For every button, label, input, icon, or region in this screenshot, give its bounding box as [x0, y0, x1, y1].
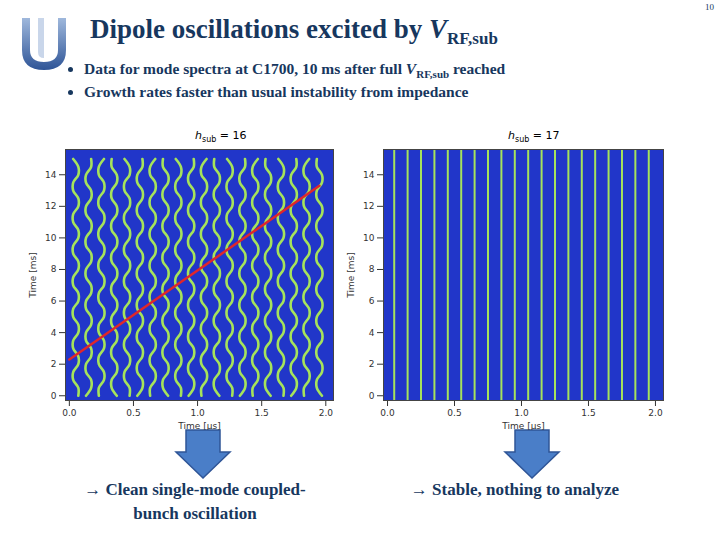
svg-text:0.5: 0.5 — [126, 408, 140, 418]
svg-text:12: 12 — [363, 201, 374, 211]
svg-text:0.0: 0.0 — [380, 408, 395, 418]
svg-text:6: 6 — [51, 296, 57, 306]
svg-text:1.5: 1.5 — [581, 408, 595, 418]
svg-text:0: 0 — [51, 391, 57, 401]
svg-text:2.0: 2.0 — [319, 408, 334, 418]
svg-text:Time [ms]: Time [ms] — [28, 252, 38, 298]
svg-text:10: 10 — [45, 233, 57, 243]
svg-text:12: 12 — [45, 201, 56, 211]
svg-text:4: 4 — [51, 327, 57, 337]
svg-text:2: 2 — [369, 359, 375, 369]
svg-text:8: 8 — [51, 264, 57, 274]
svg-text:1.5: 1.5 — [255, 408, 269, 418]
html-text:→ Stable, nothing to analyze: → Stable, nothing to analyze — [410, 480, 620, 499]
html-text:Data for mode spectra at C1700: Data for mode spectra at C1700, 10 ms af… — [84, 60, 506, 81]
html-text:Dipole oscillations excited by: Dipole oscillations excited by VRF,sub — [90, 14, 498, 49]
svg-text:Time [μs]: Time [μs] — [177, 421, 220, 431]
svg-text:0.0: 0.0 — [62, 408, 77, 418]
html-text:hsub= 16: hsub= 16 — [195, 129, 247, 145]
html-text:10: 10 — [705, 2, 714, 12]
svg-text:4: 4 — [369, 327, 375, 337]
svg-text:14: 14 — [45, 170, 57, 180]
html-text:hsub= 17: hsub= 17 — [508, 129, 560, 145]
svg-text:6: 6 — [369, 296, 375, 306]
svg-text:Time [ms]: Time [ms] — [346, 252, 356, 298]
html-text:Growth rates faster than usual: Growth rates faster than usual instabili… — [84, 83, 469, 101]
svg-text:0.5: 0.5 — [447, 408, 461, 418]
html-text:bunch oscillation: bunch oscillation — [133, 504, 257, 523]
svg-text:1.0: 1.0 — [190, 408, 205, 418]
svg-text:14: 14 — [363, 170, 375, 180]
svg-text:1.0: 1.0 — [514, 408, 529, 418]
svg-text:8: 8 — [369, 264, 375, 274]
html-text:→ Clean single-mode coupled-: → Clean single-mode coupled- — [84, 480, 306, 499]
svg-text:2: 2 — [51, 359, 57, 369]
svg-text:0: 0 — [369, 391, 375, 401]
svg-text:2.0: 2.0 — [648, 408, 663, 418]
svg-text:10: 10 — [363, 233, 375, 243]
svg-text:Time [μs]: Time [μs] — [501, 421, 544, 431]
